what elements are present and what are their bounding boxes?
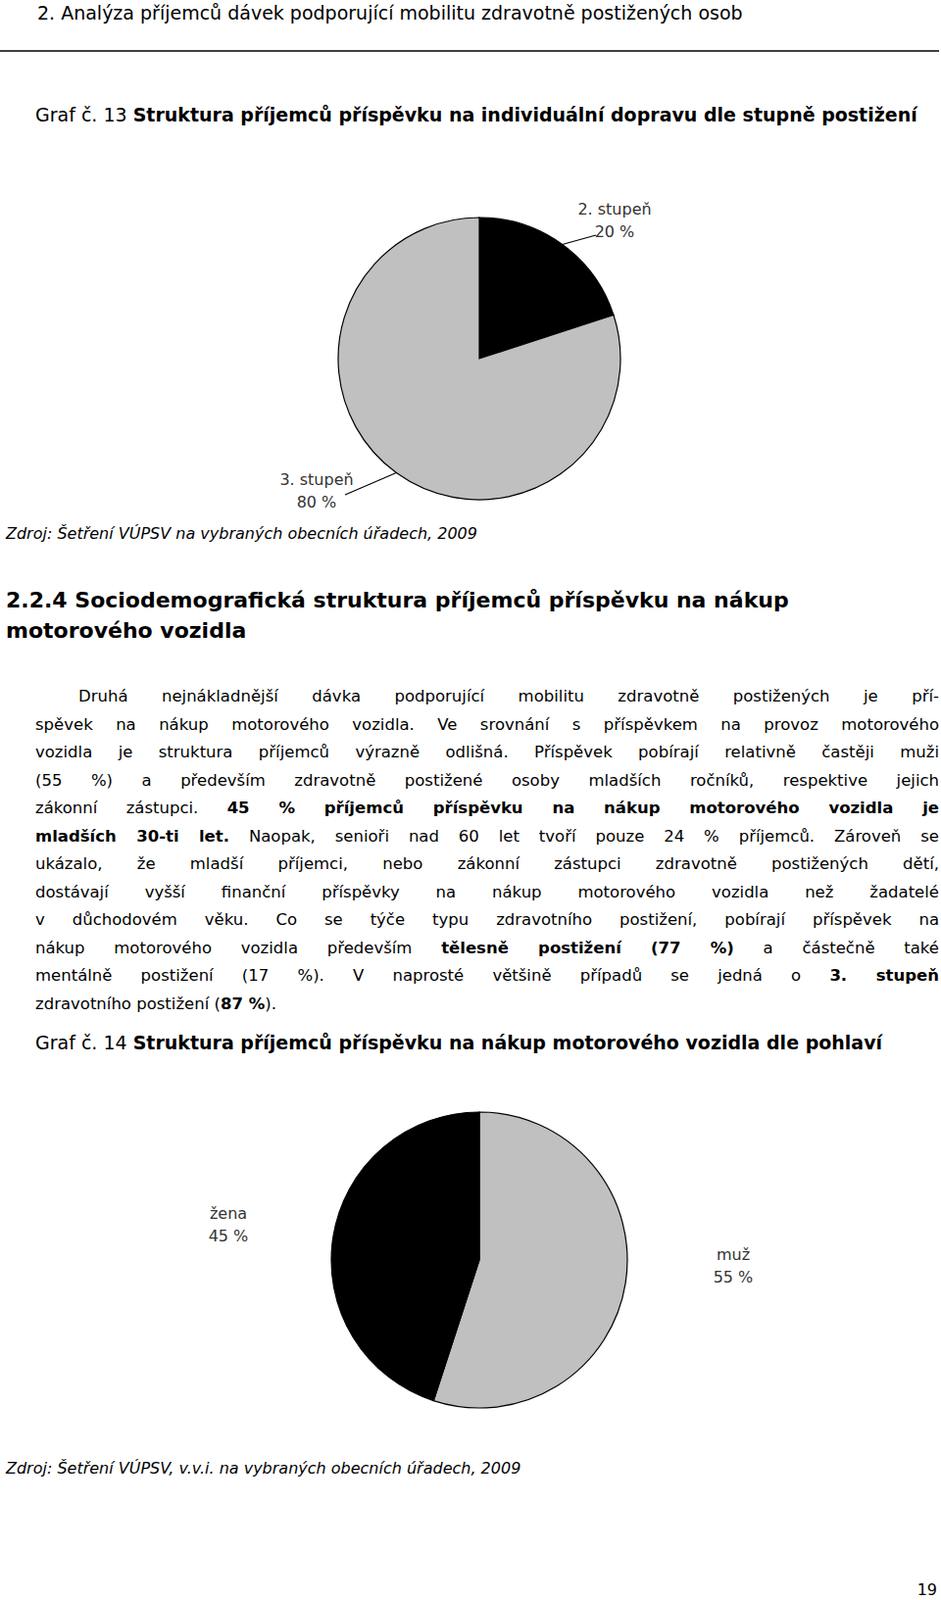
pie-slice	[331, 1112, 480, 1402]
leader-line	[562, 235, 596, 246]
section-heading: 2.2.4 Sociodemografická struktura příjem…	[5, 588, 790, 613]
slice-value: 55 %	[713, 1268, 754, 1288]
figure-caption: Graf č. 13 Struktura příjemců příspěvku …	[35, 100, 938, 129]
chart-title: Struktura příjemců příspěvku na individu…	[133, 103, 918, 126]
paragraph-line: ukázalo, že mladší příjemci, nebo zákonn…	[35, 852, 940, 877]
slice-category: žena	[209, 1204, 248, 1224]
paragraph-line: Druhá nejnákladnější dávka podporující m…	[78, 685, 940, 709]
slice-category: 2. stupeň	[577, 199, 651, 219]
text-run: spěvek na nákup motorového vozidla. Ve s…	[35, 715, 940, 735]
text-run: ukázalo, že mladší příjemci, nebo zákonn…	[35, 854, 940, 874]
paragraph-line: (55 %) a především zdravotně postižené o…	[35, 769, 940, 793]
figure-source: Zdroj: Šetření VÚPSV na vybraných obecní…	[5, 524, 478, 544]
paragraph-line: v důchodovém věku. Co se týče typu zdrav…	[35, 908, 940, 933]
pie	[338, 217, 621, 500]
text-run: vozidla je struktura příjemců výrazně od…	[35, 742, 940, 762]
header-rule	[0, 49, 940, 52]
slice-value: 45 %	[208, 1227, 249, 1246]
slice-category: muž	[716, 1245, 750, 1265]
text-run: v důchodovém věku. Co se týče typu zdrav…	[35, 910, 940, 930]
text-run: 87 %	[220, 994, 265, 1014]
figure-source: Zdroj: Šetření VÚPSV, v.v.i. na vybranýc…	[5, 1459, 521, 1479]
paragraph-line: vozidla je struktura příjemců výrazně od…	[35, 741, 940, 765]
text-run: mentálně postižení (17 %). V naprosté vě…	[35, 966, 830, 986]
text-run: (55 %) a především zdravotně postižené o…	[35, 771, 940, 791]
pie	[331, 1112, 628, 1409]
paragraph-line: nákup motorového vozidla především těles…	[35, 937, 940, 961]
paragraph-line: zdravotního postižení (87 %).	[35, 992, 940, 1017]
figure-label: Graf č. 13	[35, 103, 128, 126]
text-run: 45 % příjemců příspěvku na nákup motorov…	[227, 798, 940, 818]
text-run: Naopak, senioři nad 60 let tvoří pouze 2…	[229, 827, 940, 846]
text-run: nákup motorového vozidla především	[35, 939, 442, 958]
paragraph-line: dostávají vyšší finanční příspěvky na ná…	[35, 881, 940, 905]
paragraph-line: zákonní zástupci. 45 % příjemců příspěvk…	[35, 796, 940, 821]
text-run: a částečně také	[734, 939, 940, 958]
text-run: zdravotního postižení (	[35, 994, 221, 1014]
text-run: tělesně postižení (77 %)	[441, 939, 735, 958]
pie-slice	[338, 217, 621, 500]
slice-category: 3. stupeň	[279, 470, 353, 490]
text-run: dostávají vyšší finanční příspěvky na ná…	[35, 883, 940, 902]
text-run: Druhá nejnákladnější dávka podporující m…	[78, 687, 940, 706]
paragraph-line: mladších 30-ti let. Naopak, senioři nad …	[35, 825, 940, 849]
slice-value: 80 %	[297, 493, 338, 512]
text-run: ).	[264, 994, 277, 1014]
text-run: zákonní zástupci.	[35, 798, 228, 818]
text-run: mladších 30-ti let.	[35, 827, 230, 846]
figure-label: Graf č. 14	[35, 1032, 128, 1054]
paragraph-line: mentálně postižení (17 %). V naprosté vě…	[35, 964, 940, 989]
chart-title: Struktura příjemců příspěvku na nákup mo…	[133, 1032, 883, 1054]
text-run: 3. stupeň	[829, 966, 940, 986]
page-header: 2. Analýza příjemců dávek podporující mo…	[37, 1, 743, 24]
page-number: 19	[917, 1581, 938, 1600]
paragraph-line: spěvek na nákup motorového vozidla. Ve s…	[35, 713, 940, 738]
slice-value: 20 %	[594, 222, 636, 242]
figure-caption: Graf č. 14 Struktura příjemců příspěvku …	[35, 1029, 938, 1057]
section-heading: motorového vozidla	[5, 618, 247, 644]
